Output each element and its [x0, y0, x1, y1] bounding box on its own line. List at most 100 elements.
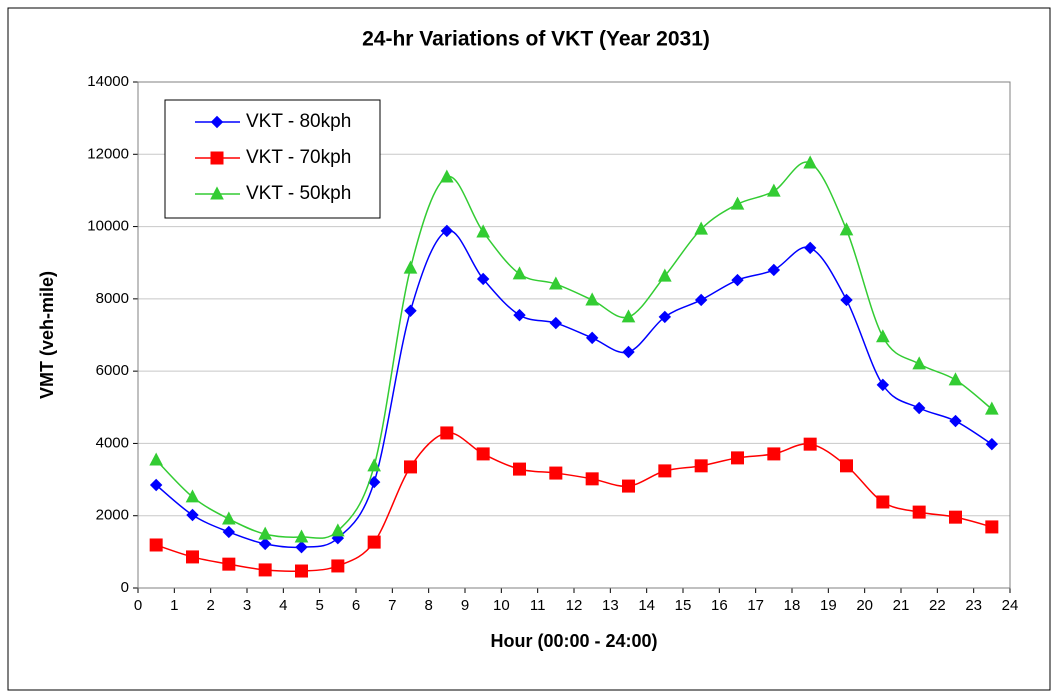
- x-tick-label: 7: [388, 597, 396, 614]
- marker: [767, 183, 781, 197]
- marker: [294, 529, 309, 543]
- x-tick-label: 12: [566, 597, 583, 614]
- x-tick-label: 11: [530, 597, 546, 614]
- marker: [803, 241, 817, 255]
- y-tick-label: 6000: [96, 362, 129, 379]
- x-tick-label: 16: [711, 597, 728, 614]
- marker: [912, 505, 926, 519]
- marker: [149, 538, 163, 552]
- marker: [985, 437, 999, 451]
- marker: [440, 426, 454, 440]
- marker: [912, 356, 926, 370]
- marker: [840, 293, 853, 307]
- marker: [331, 523, 345, 537]
- x-tick-label: 18: [784, 597, 801, 614]
- marker: [585, 331, 599, 345]
- y-tick-label: 10000: [87, 218, 129, 235]
- marker: [222, 511, 236, 525]
- marker: [876, 495, 890, 509]
- marker: [949, 510, 962, 524]
- y-axis-label: VMT (veh-mile): [37, 271, 57, 399]
- x-tick-label: 22: [929, 597, 946, 614]
- x-tick-label: 6: [352, 597, 360, 614]
- marker: [840, 459, 853, 473]
- marker: [513, 462, 526, 476]
- x-tick-label: 17: [747, 597, 764, 614]
- y-tick-label: 8000: [96, 290, 129, 307]
- x-tick-label: 8: [424, 597, 432, 614]
- x-tick-label: 19: [820, 597, 837, 614]
- marker: [839, 222, 854, 236]
- marker: [621, 309, 636, 323]
- x-tick-label: 2: [206, 597, 214, 614]
- marker: [985, 401, 999, 415]
- x-tick-label: 15: [675, 597, 692, 614]
- marker: [404, 304, 417, 317]
- legend-marker: [210, 186, 224, 200]
- marker: [622, 345, 635, 359]
- x-tick-label: 5: [315, 597, 323, 614]
- marker: [149, 478, 163, 492]
- y-tick-label: 2000: [96, 507, 129, 524]
- marker: [258, 563, 272, 577]
- marker: [694, 459, 708, 473]
- marker: [295, 564, 308, 578]
- x-tick-label: 4: [279, 597, 287, 614]
- marker: [803, 437, 817, 451]
- marker: [949, 414, 962, 428]
- marker: [803, 155, 817, 169]
- marker: [585, 292, 599, 306]
- marker: [476, 224, 490, 238]
- y-tick-label: 14000: [87, 73, 129, 90]
- x-tick-label: 23: [965, 597, 982, 614]
- x-tick-label: 1: [170, 597, 178, 614]
- x-tick-label: 24: [1002, 597, 1019, 614]
- marker: [658, 310, 672, 324]
- marker: [367, 458, 381, 472]
- marker: [985, 520, 999, 534]
- y-tick-label: 0: [121, 579, 129, 596]
- marker: [258, 537, 272, 551]
- marker: [658, 268, 672, 282]
- marker: [185, 489, 200, 503]
- x-tick-label: 14: [638, 597, 655, 614]
- x-tick-label: 21: [893, 597, 910, 614]
- marker: [513, 308, 526, 322]
- marker: [549, 466, 563, 480]
- marker: [948, 372, 963, 386]
- marker: [222, 525, 236, 539]
- marker: [440, 224, 454, 238]
- marker: [403, 260, 418, 274]
- marker: [694, 221, 708, 235]
- marker: [186, 508, 199, 522]
- x-tick-label: 13: [602, 597, 619, 614]
- marker: [549, 276, 563, 290]
- x-axis-label: Hour (00:00 - 24:00): [490, 631, 657, 651]
- marker: [731, 273, 744, 287]
- marker: [876, 329, 890, 343]
- marker: [404, 460, 417, 474]
- marker: [767, 263, 781, 277]
- legend-label: VKT - 80kph: [246, 111, 351, 132]
- marker: [186, 550, 199, 564]
- marker: [876, 378, 890, 392]
- marker: [585, 472, 599, 486]
- marker: [912, 401, 926, 415]
- x-tick-label: 0: [134, 597, 142, 614]
- marker: [295, 540, 308, 554]
- marker: [331, 559, 345, 573]
- marker: [549, 316, 563, 330]
- y-tick-label: 12000: [87, 145, 129, 162]
- y-tick-label: 4000: [96, 434, 129, 451]
- marker: [367, 535, 381, 549]
- chart-title: 24-hr Variations of VKT (Year 2031): [362, 28, 710, 51]
- x-tick-label: 20: [856, 597, 873, 614]
- legend-label: VKT - 50kph: [246, 183, 351, 204]
- marker: [730, 196, 745, 210]
- plot-area: [137, 81, 1011, 589]
- marker: [658, 464, 672, 478]
- x-tick-label: 9: [461, 597, 469, 614]
- legend-box: [164, 99, 381, 219]
